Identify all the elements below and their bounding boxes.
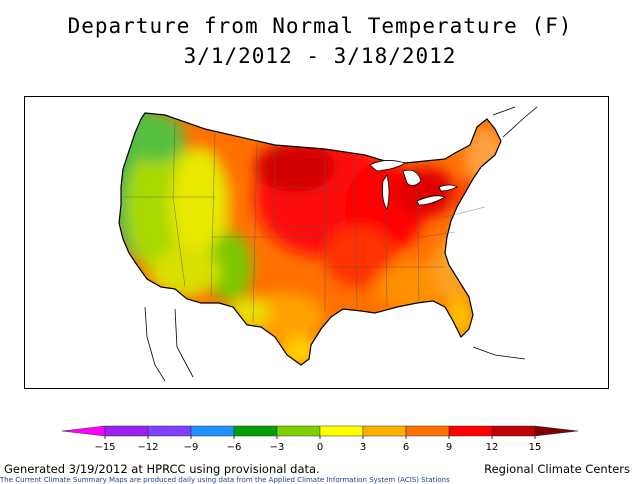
legend-tick-label: 12 [486,442,499,453]
legend-tick-label: −15 [94,442,115,453]
legend-tick-label: −3 [270,442,285,453]
great-lakes [369,160,458,210]
legend-swatch [61,425,106,437]
legend-swatch [319,425,364,437]
map-frame [24,96,609,389]
map-title: Departure from Normal Temperature (F) [67,14,573,38]
legend-swatch [534,425,579,437]
legend-swatch [491,425,536,437]
legend-swatch [190,425,235,437]
color-legend: −15 −12 −9 −6 −3 0 3 6 9 12 15 [61,425,579,453]
legend-swatch [233,425,278,437]
legend-tick-label: 9 [446,442,452,453]
date-range: 3/1/2012 - 3/18/2012 [183,44,457,68]
border-lines [144,106,538,382]
legend-tick-label: 3 [360,442,366,453]
footer-subnote: The Current Climate Summary Maps are pro… [0,476,450,484]
legend-tick-label: −6 [227,442,242,453]
state-borders [123,121,486,323]
legend-tick-label: −12 [137,442,158,453]
legend-tick-label: 6 [403,442,409,453]
legend-swatch [362,425,407,437]
legend-tick-label: −9 [184,442,199,453]
legend-tick-label: 15 [529,442,542,453]
temperature-fill [119,113,501,365]
legend-swatch [448,425,493,437]
generated-note: Generated 3/19/2012 at HPRCC using provi… [4,462,320,476]
source-credit: Regional Climate Centers [484,462,630,476]
legend-swatch [276,425,321,437]
legend-swatch [405,425,450,437]
legend-tick-label: 0 [317,442,323,453]
legend-swatch [104,425,149,437]
legend-swatch [147,425,192,437]
us-outline [118,112,502,366]
us-temperature-map [118,106,538,382]
